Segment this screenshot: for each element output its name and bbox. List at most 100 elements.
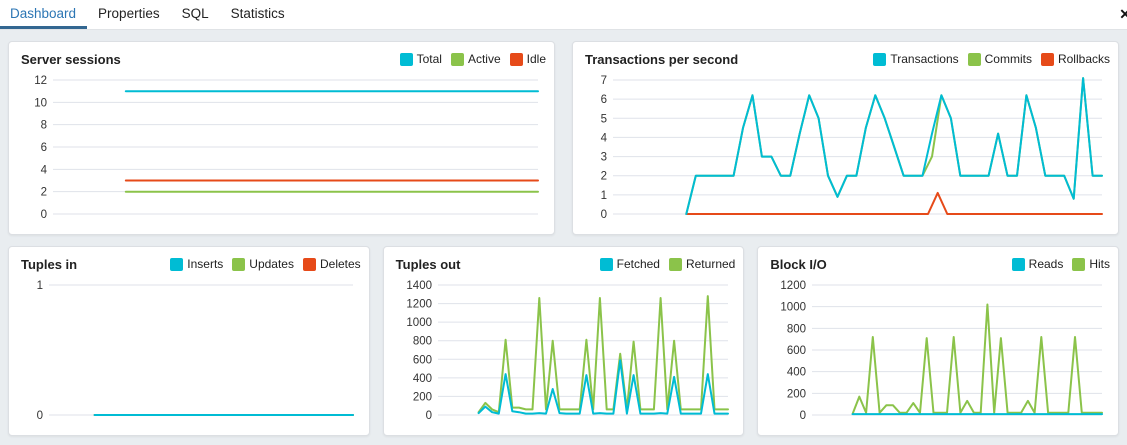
y-tick-label: 1000 xyxy=(406,317,432,329)
y-tick-label: 4 xyxy=(601,132,608,144)
legend-item-rollbacks: Rollbacks xyxy=(1040,52,1110,66)
y-tick-label: 1200 xyxy=(781,280,807,292)
legend-swatch-icon xyxy=(302,257,316,271)
legend-swatch-icon xyxy=(1011,257,1025,271)
legend-label: Reads xyxy=(1028,257,1064,271)
legend-swatch-icon xyxy=(967,52,981,66)
top-row: Server sessions Total Active Idle 0 2 4 6 8 10 1… xyxy=(8,41,1119,235)
y-tick-label: 0 xyxy=(601,209,607,221)
y-tick-label: 0 xyxy=(800,410,806,422)
panel-title: Tuples out xyxy=(395,256,461,272)
y-tick-label: 1200 xyxy=(406,299,432,311)
tab-dashboard[interactable]: Dashboard xyxy=(0,0,88,29)
y-tick-label: 8 xyxy=(41,120,47,132)
legend-label: Rollbacks xyxy=(1057,52,1110,66)
legend-label: Returned xyxy=(685,257,736,271)
legend-item-fetched: Fetched xyxy=(599,257,660,271)
y-tick-label: 1400 xyxy=(406,280,432,292)
legend-label: Updates xyxy=(249,257,294,271)
legend: Total Active Idle xyxy=(399,52,546,66)
legend-item-idle: Idle xyxy=(509,52,546,66)
y-tick-label: 400 xyxy=(412,373,431,385)
server-sessions-chart: 0 2 4 6 8 10 12 xyxy=(17,70,546,232)
y-tick-label: 12 xyxy=(34,75,47,87)
legend-label: Hits xyxy=(1089,257,1111,271)
tab-bar: Dashboard Properties SQL Statistics ✕ xyxy=(0,0,1127,30)
legend-label: Transactions xyxy=(890,52,959,66)
legend-item-commits: Commits xyxy=(967,52,1032,66)
y-tick-label: 6 xyxy=(41,142,47,154)
y-tick-label: 7 xyxy=(601,75,607,87)
y-tick-label: 1 xyxy=(601,190,607,202)
legend-item-total: Total xyxy=(399,52,442,66)
tuples-in-plot: 01 xyxy=(37,280,354,422)
legend-item-transactions: Transactions xyxy=(873,52,959,66)
legend: Fetched Returned xyxy=(599,257,736,271)
panel-header: Tuples out Fetched Returned xyxy=(392,253,736,275)
series-line-transactions xyxy=(685,77,1103,215)
y-tick-label: 200 xyxy=(412,391,431,403)
y-tick-label: 0 xyxy=(37,410,43,422)
y-tick-label: 0 xyxy=(425,410,431,422)
legend-label: Active xyxy=(467,52,501,66)
legend-swatch-icon xyxy=(170,257,184,271)
tuples-out-plot: 0 200 400 600 800 1000 1200 1400 xyxy=(406,280,729,422)
legend-swatch-icon xyxy=(873,52,887,66)
legend-label: Fetched xyxy=(616,257,660,271)
block-io-chart: 0 200 400 600 800 1000 1200 xyxy=(766,275,1110,433)
y-tick-label: 0 xyxy=(41,209,47,221)
panel-title: Transactions per second xyxy=(585,51,739,67)
legend-item-deletes: Deletes xyxy=(302,257,361,271)
y-tick-label: 2 xyxy=(601,171,607,183)
legend-label: Idle xyxy=(526,52,546,66)
y-tick-label: 6 xyxy=(601,94,607,106)
y-tick-label: 200 xyxy=(787,388,806,400)
panel-title: Server sessions xyxy=(21,51,121,67)
legend-swatch-icon xyxy=(450,52,464,66)
legend-item-returned: Returned xyxy=(668,257,736,271)
series-line-returned xyxy=(477,295,729,414)
legend-swatch-icon xyxy=(1040,52,1054,66)
y-tick-label: 600 xyxy=(412,354,431,366)
series-line-hits xyxy=(851,303,1104,415)
series-line-rollbacks xyxy=(685,191,1103,215)
panel-header: Block I/O Reads Hits xyxy=(766,253,1110,275)
legend: Reads Hits xyxy=(1011,257,1111,271)
legend-label: Commits xyxy=(984,52,1032,66)
tab-sql[interactable]: SQL xyxy=(181,5,209,21)
panel-transactions-per-second: Transactions per second Transactions Comm… xyxy=(572,41,1119,235)
block-io-plot: 0 200 400 600 800 1000 1200 xyxy=(781,280,1104,422)
y-tick-label: 1 xyxy=(37,280,43,292)
legend-label: Inserts xyxy=(187,257,224,271)
y-tick-label: 600 xyxy=(787,345,806,357)
tab-properties[interactable]: Properties xyxy=(98,5,160,21)
server-sessions-plot: 0 2 4 6 8 10 12 xyxy=(34,75,539,221)
y-tick-label: 1000 xyxy=(781,302,807,314)
panel-title: Block I/O xyxy=(770,256,827,272)
panel-header: Server sessions Total Active Idle xyxy=(17,48,546,70)
legend-label: Deletes xyxy=(319,257,361,271)
panel-tuples-out: Tuples out Fetched Returned 0 200 400 600 800… xyxy=(382,246,745,436)
legend-swatch-icon xyxy=(399,52,413,66)
legend: Transactions Commits Rollbacks xyxy=(873,52,1110,66)
tab-statistics[interactable]: Statistics xyxy=(230,5,285,21)
y-tick-label: 800 xyxy=(787,323,806,335)
y-tick-label: 4 xyxy=(41,164,48,176)
series-line-fetched xyxy=(477,359,729,415)
y-tick-label: 10 xyxy=(34,97,47,109)
close-icon[interactable]: ✕ xyxy=(1119,4,1127,24)
legend-item-inserts: Inserts xyxy=(170,257,223,271)
legend: Inserts Updates Deletes xyxy=(170,257,361,271)
legend-swatch-icon xyxy=(509,52,523,66)
y-tick-label: 5 xyxy=(601,113,607,125)
legend-item-updates: Updates xyxy=(232,257,294,271)
dashboard-content: Server sessions Total Active Idle 0 2 4 6 8 10 1… xyxy=(0,30,1127,444)
panel-server-sessions: Server sessions Total Active Idle 0 2 4 6 8 10 1… xyxy=(8,41,555,235)
transactions-per-second-chart: 0 1 2 3 4 5 6 7 xyxy=(581,70,1110,232)
panel-block-io: Block I/O Reads Hits 0 200 400 600 800 1000 120… xyxy=(757,246,1120,436)
panel-header: Transactions per second Transactions Comm… xyxy=(581,48,1110,70)
y-tick-label: 3 xyxy=(601,152,607,164)
legend-swatch-icon xyxy=(599,257,613,271)
